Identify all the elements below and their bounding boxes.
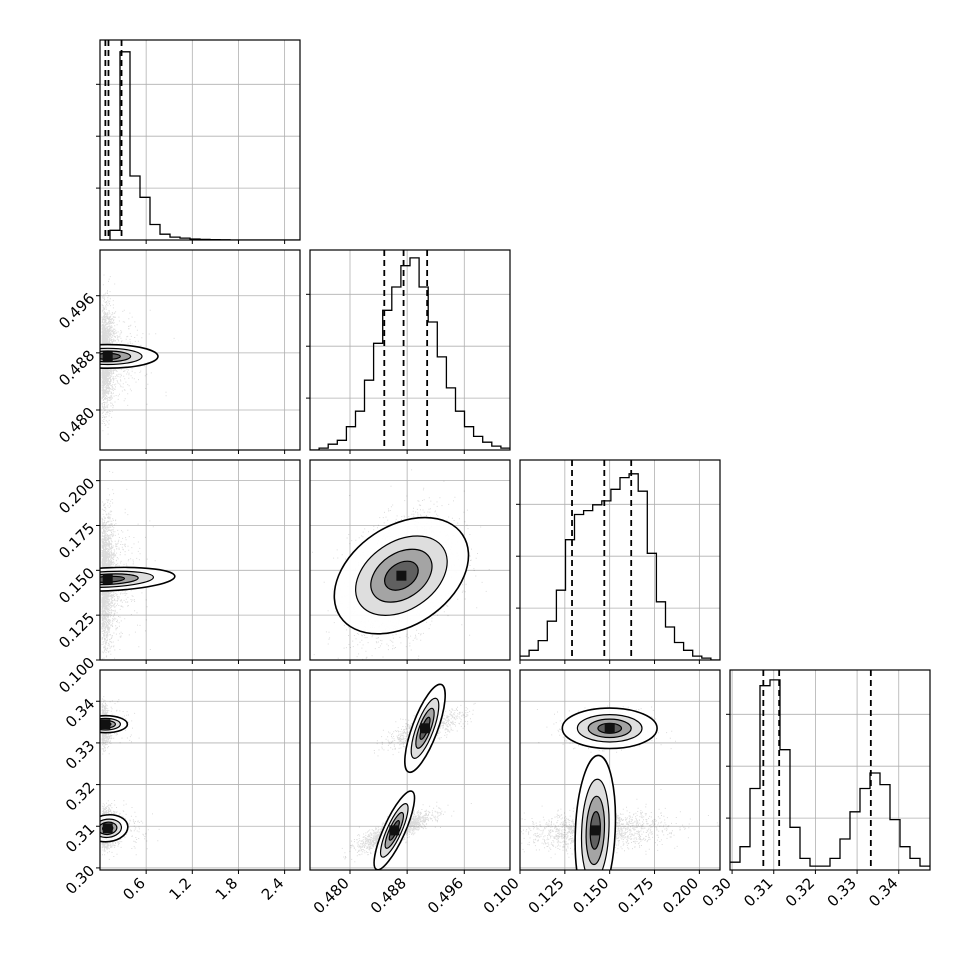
- density-layer: [520, 705, 719, 870]
- scatter-points: [101, 696, 160, 860]
- panel-frame: [519, 669, 721, 871]
- panel-3-3: 0.30 0.31 0.32 0.33 0.34: [699, 669, 931, 910]
- histogram-step: [100, 51, 300, 240]
- panel-frame: [519, 459, 721, 661]
- xtick-label: 0.496: [424, 874, 467, 917]
- panel-3-2: 0.100 0.125 0.150 0.175 0.200: [480, 669, 721, 917]
- ytick-label: 0.125: [55, 609, 98, 652]
- panel-1-0: 0.480 0.488 0.496: [55, 249, 301, 454]
- ytick-label: 0.31: [62, 820, 98, 856]
- density-peak: [396, 570, 407, 581]
- histogram-step: [310, 257, 510, 450]
- ytick-label: 0.34: [62, 695, 98, 731]
- ytick-label: 0.32: [62, 778, 98, 814]
- panel-frame: [99, 459, 301, 661]
- density-peak: [102, 574, 113, 585]
- panel-frame: [99, 39, 301, 241]
- xtick-label: 0.32: [782, 874, 818, 910]
- density-peak: [420, 723, 430, 734]
- density-layer: [100, 274, 175, 435]
- ytick-label: 0.30: [62, 862, 98, 898]
- xtick-label: 1.2: [166, 874, 196, 904]
- panel-frame: [729, 669, 931, 871]
- panel-3-1: 0.480 0.488 0.496: [309, 669, 511, 917]
- density-peak: [590, 825, 601, 836]
- xtick-label: 2.4: [258, 874, 288, 904]
- density-peak: [389, 825, 400, 836]
- xtick-label: 0.200: [659, 874, 702, 917]
- xtick-label: 1.8: [212, 874, 242, 904]
- ytick-label: 0.100: [55, 654, 98, 697]
- density-peak: [604, 723, 615, 734]
- panel-3-0: 0.6 1.2 1.8 2.4 0.30 0.31 0.32 0.33 0.34: [62, 669, 301, 904]
- panel-frame: [99, 669, 301, 871]
- xtick-label: 0.33: [824, 874, 860, 910]
- panel-2-1: [309, 459, 511, 664]
- scatter-points: [341, 702, 476, 863]
- density-layer: [100, 696, 160, 860]
- panel-2-2: [516, 459, 721, 664]
- panel-frame: [309, 669, 511, 871]
- xtick-label: 0.480: [310, 874, 353, 917]
- xtick-label: 0.175: [614, 874, 657, 917]
- ytick-label: 0.150: [55, 564, 98, 607]
- xtick-label: 0.6: [119, 874, 149, 904]
- density-peak: [102, 351, 113, 362]
- density-peak: [102, 823, 113, 834]
- panel-0-0: [96, 39, 301, 244]
- ytick-label: 0.33: [62, 737, 98, 773]
- xtick-label: 0.34: [865, 874, 901, 910]
- panel-1-1: [306, 249, 511, 454]
- scatter-points: [101, 274, 175, 435]
- scatter-points: [520, 705, 719, 859]
- ytick-label: 0.496: [55, 289, 98, 332]
- ytick-label: 0.175: [55, 519, 98, 562]
- density-layer: [100, 471, 176, 660]
- ytick-label: 0.480: [55, 404, 98, 447]
- panel-frame: [309, 249, 511, 451]
- xtick-label: 0.488: [367, 874, 410, 917]
- panel-frame: [309, 459, 511, 661]
- ytick-label: 0.200: [55, 474, 98, 517]
- xtick-label: 0.125: [525, 874, 568, 917]
- xtick-label: 0.100: [480, 874, 523, 917]
- panel-frame: [99, 249, 301, 451]
- density-layer: [312, 469, 490, 660]
- density-layer: [341, 683, 476, 870]
- xtick-label: 0.30: [699, 874, 735, 910]
- xtick-label: 0.31: [740, 874, 776, 910]
- density-peak: [100, 719, 111, 730]
- xtick-label: 0.150: [569, 874, 612, 917]
- histogram-step: [730, 679, 930, 867]
- histogram-step: [520, 473, 720, 660]
- ytick-label: 0.488: [55, 346, 98, 389]
- scatter-points: [101, 471, 156, 660]
